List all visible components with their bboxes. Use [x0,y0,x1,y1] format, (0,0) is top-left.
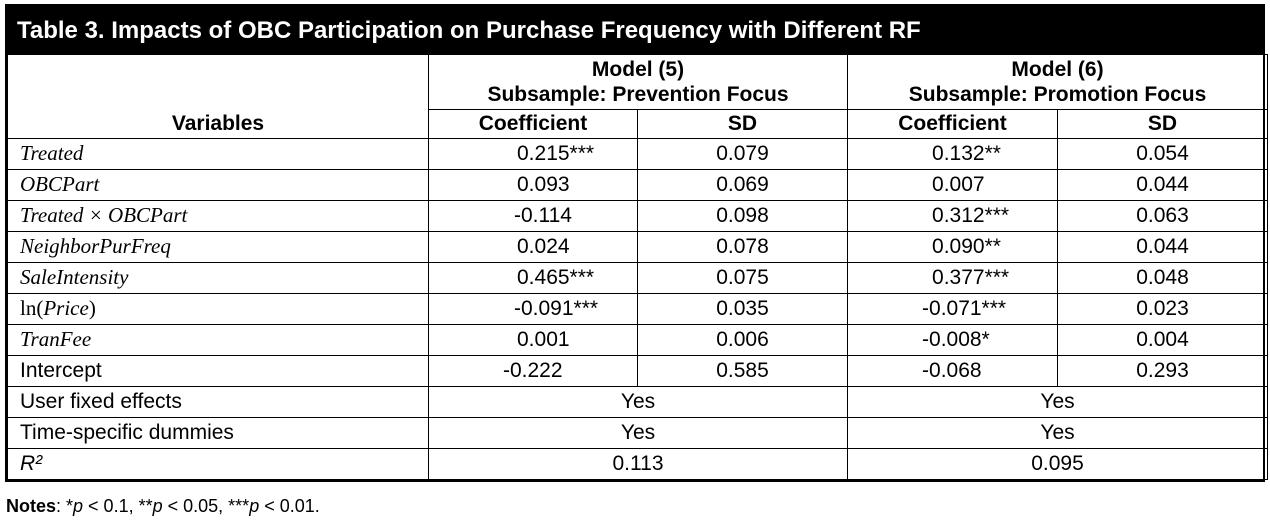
header-sd-5: SD [636,109,849,139]
row-coef-6: 0.007 [847,169,1059,201]
row-sd-5: 0.585 [636,355,849,387]
row-sd-6: 0.044 [1057,169,1269,201]
table-container: Table 3. Impacts of OBC Participation on… [5,4,1269,482]
row-coef-5: -0.222 [428,355,638,387]
row-sd-5: 0.078 [636,231,849,263]
row-value-6: 0.095 [847,448,1269,480]
row-sd-6: 0.054 [1057,138,1269,170]
row-value-6: Yes [847,386,1269,418]
table-row: R² 0.113 0.095 [7,448,1269,480]
notes-p: p [249,496,260,516]
row-coef-6: -0.008* [847,324,1059,356]
var-suffix: ) [88,296,96,321]
table-frame: Variables Model (5) Subsample: Preventio… [5,54,1269,482]
row-sd-5: 0.035 [636,293,849,325]
row-sd-5: 0.098 [636,200,849,232]
row-value-5: Yes [427,386,849,418]
row-variable: OBCPart [7,169,429,201]
header-variables: Variables [7,54,429,139]
row-coef-5: 0.215*** [428,138,638,170]
var-italic: Price [43,296,89,321]
notes-label: Notes [6,496,57,516]
notes-text: < 0.1, ** [83,496,153,516]
table-row: Time-specific dummies Yes Yes [7,417,1269,449]
notes-p: p [152,496,163,516]
table-title: Table 3. Impacts of OBC Participation on… [5,4,1265,54]
row-variable: SaleIntensity [7,262,429,294]
row-coef-5: 0.001 [428,324,638,356]
table-row: TranFee 0.001 0.006 -0.008* 0.004 [7,324,1269,356]
var-prefix: ln( [20,296,44,321]
row-variable: User fixed effects [7,386,429,418]
row-value-5: Yes [427,417,849,449]
row-sd-6: 0.293 [1057,355,1269,387]
row-coef-6: 0.377*** [847,262,1059,294]
header-sd-6: SD [1057,109,1269,139]
header-coefficient-5: Coefficient [428,109,638,139]
row-coef-6: 0.132** [847,138,1059,170]
table-row: OBCPart 0.093 0.069 0.007 0.044 [7,169,1269,201]
table-notes: Notes: *p < 0.1, **p < 0.05, ***p < 0.01… [6,496,320,517]
row-coef-5: -0.114 [428,200,638,232]
row-coef-5: -0.091*** [428,293,638,325]
table-row: ln(Price) -0.091*** 0.035 -0.071*** 0.02… [7,293,1269,325]
regression-table: Variables Model (5) Subsample: Preventio… [7,54,1269,480]
header-coefficient-6: Coefficient [847,109,1059,139]
model-5-title: Model (5) [591,57,685,81]
header-row-models: Variables Model (5) Subsample: Preventio… [7,54,1269,139]
row-sd-6: 0.063 [1057,200,1269,232]
model-6-title: Model (6) [1011,57,1104,81]
table-row: NeighborPurFreq 0.024 0.078 0.090** 0.04… [7,231,1269,263]
table-row: Treated × OBCPart -0.114 0.098 0.312*** … [7,200,1269,232]
header-model-5: Model (5) Subsample: Prevention Focus [427,54,849,110]
table-row: SaleIntensity 0.465*** 0.075 0.377*** 0.… [7,262,1269,294]
row-sd-6: 0.044 [1057,231,1269,263]
notes-text: : * [56,496,74,516]
notes-p: p [73,496,84,516]
row-variable: Treated [7,138,429,170]
row-variable: TranFee [7,324,429,356]
row-value-5: 0.113 [427,448,849,480]
row-coef-6: 0.090** [847,231,1059,263]
model-5-subsample: Subsample: Prevention Focus [487,83,789,106]
row-sd-6: 0.023 [1057,293,1269,325]
row-coef-6: 0.312*** [847,200,1059,232]
table-row: User fixed effects Yes Yes [7,386,1269,418]
row-variable: NeighborPurFreq [7,231,429,263]
row-value-6: Yes [847,417,1269,449]
row-coef-6: -0.071*** [847,293,1059,325]
header-row-columns: Coefficient SD Coefficient SD [8,109,1269,139]
row-coef-5: 0.024 [428,231,638,263]
row-variable: Treated × OBCPart [7,200,429,232]
notes-text: < 0.01. [259,496,320,516]
row-variable: ln(Price) [7,293,429,325]
row-coef-5: 0.093 [428,169,638,201]
table-row: Treated 0.215*** 0.079 0.132** 0.054 [7,138,1269,170]
row-variable: R² [7,448,429,480]
row-sd-5: 0.079 [636,138,849,170]
row-variable: Time-specific dummies [7,417,429,449]
table-row: Intercept -0.222 0.585 -0.068 0.293 [7,355,1269,387]
row-coef-5: 0.465*** [428,262,638,294]
notes-text: < 0.05, *** [162,496,250,516]
header-model-6: Model (6) Subsample: Promotion Focus [847,54,1269,110]
row-sd-5: 0.069 [636,169,849,201]
row-sd-6: 0.004 [1057,324,1269,356]
row-sd-5: 0.075 [636,262,849,294]
row-sd-5: 0.006 [636,324,849,356]
row-coef-6: -0.068 [847,355,1059,387]
row-sd-6: 0.048 [1057,262,1269,294]
model-6-subsample: Subsample: Promotion Focus [908,83,1207,106]
row-variable: Intercept [7,355,429,387]
